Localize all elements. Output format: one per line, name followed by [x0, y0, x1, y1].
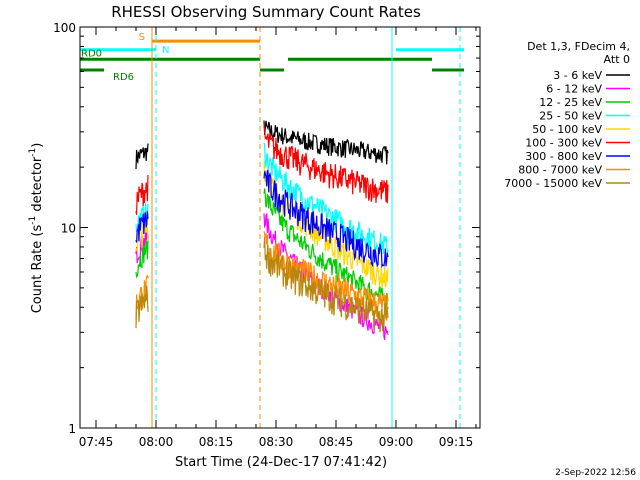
x-axis-ticks: 07:45 08:00 08:15 08:30 08:45 09:00 09:15: [79, 27, 477, 449]
count-rate-series: [135, 120, 389, 341]
footer-date: 2-Sep-2022 12:56: [555, 468, 636, 478]
legend-label: 50 - 100 keV: [532, 123, 602, 136]
legend-label: 300 - 800 keV: [525, 150, 602, 163]
y-axis-ticks: 1 10 100: [53, 21, 480, 436]
x-tick-label: 07:45: [79, 435, 114, 449]
series-line: [263, 120, 389, 165]
series-line: [263, 169, 389, 268]
legend-header-1: Det 1,3, FDecim 4,: [527, 40, 630, 53]
x-tick-label: 09:15: [439, 435, 474, 449]
flag-label-n: N: [162, 45, 169, 56]
series-line: [263, 142, 389, 256]
flag-label-rd0: RD0: [81, 48, 102, 59]
x-tick-label: 09:00: [379, 435, 414, 449]
time-markers: [79, 27, 461, 428]
x-tick-label: 08:00: [139, 435, 174, 449]
legend-label: 25 - 50 keV: [539, 110, 602, 123]
legend-label: 12 - 25 keV: [539, 96, 602, 109]
y-tick-label: 10: [61, 222, 76, 236]
flag-bars: S N RD0 RD6: [80, 32, 464, 83]
series-line: [135, 285, 149, 329]
legend-header-2: Att 0: [604, 53, 630, 66]
x-tick-label: 08:30: [259, 435, 294, 449]
legend-label: 3 - 6 keV: [553, 69, 602, 82]
y-axis-label-main: Count Rate (s: [30, 225, 45, 314]
legend-label: 7000 - 15000 keV: [504, 177, 602, 190]
legend-label: 800 - 7000 keV: [518, 164, 602, 177]
y-axis-label-sup1: -1: [28, 216, 38, 225]
y-axis-label-tail: detector: [30, 156, 45, 216]
y-axis-label: Count Rate (s-1 detector-1): [28, 143, 45, 314]
y-tick-label: 1: [68, 422, 76, 436]
series-line: [135, 143, 149, 170]
flag-label-s: S: [139, 32, 145, 43]
series-line: [263, 236, 389, 333]
flag-label-rd6: RD6: [113, 72, 134, 83]
legend-label: 6 - 12 keV: [546, 83, 602, 96]
y-axis-label-end: ): [30, 143, 45, 148]
x-tick-label: 08:15: [199, 435, 234, 449]
series-line: [135, 211, 149, 243]
legend-label: 100 - 300 keV: [525, 137, 602, 150]
y-tick-label: 100: [53, 21, 76, 35]
y-axis-label-sup2: -1: [28, 148, 38, 157]
series-line: [263, 124, 389, 204]
chart-title: RHESSI Observing Summary Count Rates: [111, 3, 421, 21]
x-axis-label: Start Time (24-Dec-17 07:41:42): [175, 455, 387, 470]
series-line: [135, 174, 149, 215]
x-tick-label: 08:45: [319, 435, 354, 449]
series-line: [135, 236, 149, 279]
